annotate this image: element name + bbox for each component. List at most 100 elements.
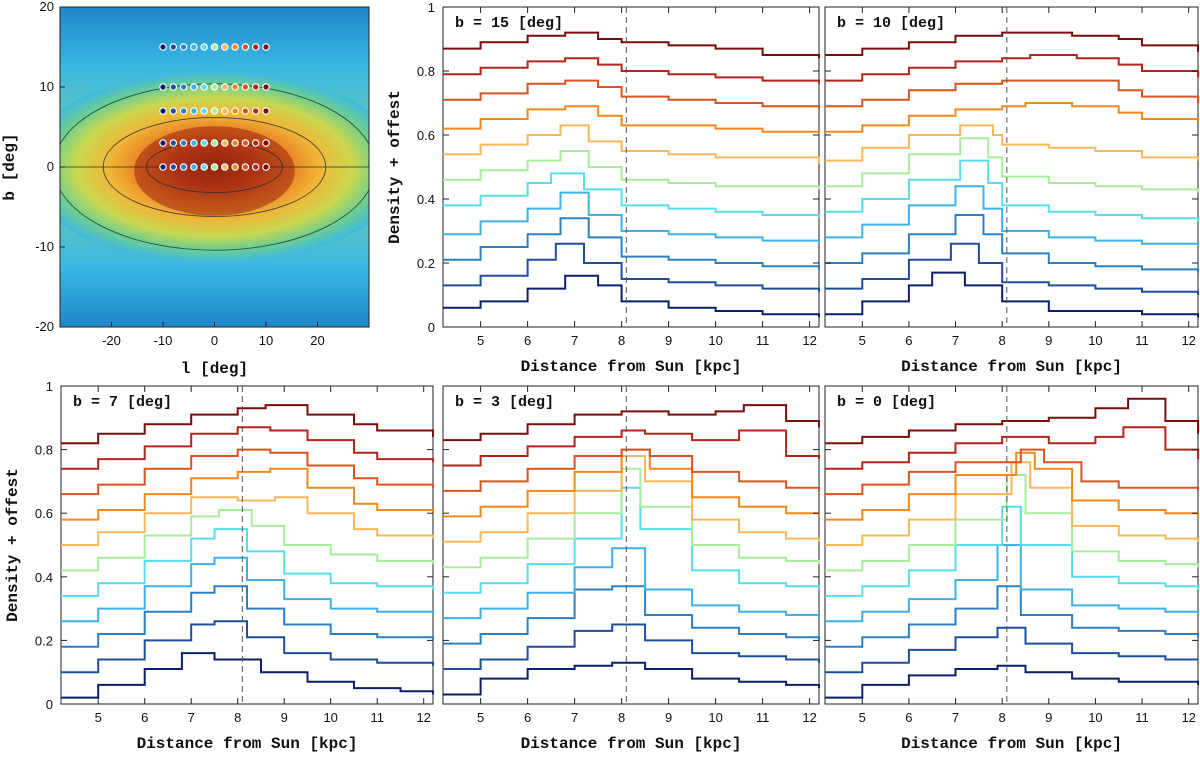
xtick-label: 8 xyxy=(234,710,241,725)
xtick-label: 7 xyxy=(188,710,195,725)
xtick-label: 5 xyxy=(859,333,866,348)
series-line xyxy=(443,623,820,670)
xtick-label: 8 xyxy=(618,710,625,725)
ytick-label: 0 xyxy=(428,320,435,335)
series-line xyxy=(825,271,1199,318)
map-ytick-label: 20 xyxy=(40,0,54,14)
ytick-label: 0.4 xyxy=(417,192,435,207)
ytick-label: 0.8 xyxy=(417,64,435,79)
series-line xyxy=(825,397,1199,445)
series-line xyxy=(443,79,820,110)
xtick-label: 5 xyxy=(477,710,484,725)
xtick-label: 8 xyxy=(999,333,1006,348)
sample-point xyxy=(169,43,178,51)
xtick-label: 6 xyxy=(905,333,912,348)
panel-2: b = 10 [deg] 5 6 7 8 9 10 11 12 Distance from Sun… xyxy=(824,6,1199,376)
map-ytick-label: 10 xyxy=(40,79,54,94)
map-xtick-label: -20 xyxy=(102,333,121,348)
xtick-label: 6 xyxy=(524,333,531,348)
series-line xyxy=(825,124,1199,162)
series-line xyxy=(61,509,434,572)
sample-point xyxy=(262,163,270,171)
sample-point xyxy=(190,139,198,147)
sample-point xyxy=(231,43,239,51)
panel-frame xyxy=(824,6,1199,328)
series-line xyxy=(443,57,820,84)
sample-point xyxy=(210,107,219,115)
xtick-label: 10 xyxy=(323,710,337,725)
series-line xyxy=(61,467,434,521)
series-line xyxy=(443,217,820,270)
series-line xyxy=(825,214,1199,273)
xtick-label: 10 xyxy=(708,333,722,348)
sample-point xyxy=(221,139,229,147)
sample-point xyxy=(200,107,209,115)
xtick-label: 12 xyxy=(416,710,430,725)
xtick-label: 7 xyxy=(952,710,959,725)
series-line xyxy=(443,467,820,569)
sample-point xyxy=(262,83,270,91)
series-line xyxy=(825,137,1199,193)
sample-point xyxy=(221,43,229,51)
panel-frame xyxy=(442,385,820,705)
sample-point xyxy=(221,83,229,91)
series-line xyxy=(443,455,820,543)
sample-point xyxy=(179,83,188,91)
xtick-label: 7 xyxy=(571,710,578,725)
sample-point xyxy=(200,163,209,171)
xtick-label: 5 xyxy=(859,710,866,725)
sample-point xyxy=(200,43,209,51)
sample-point xyxy=(231,107,239,115)
series-line xyxy=(61,652,434,699)
xtick-label: 8 xyxy=(618,333,625,348)
xtick-label: 9 xyxy=(665,333,672,348)
series-line xyxy=(825,54,1199,82)
series-line xyxy=(825,426,1199,470)
sample-point xyxy=(251,43,260,51)
series-line xyxy=(61,528,434,597)
xtick-label: 7 xyxy=(571,333,578,348)
series-line xyxy=(825,474,1199,572)
xtick-label: 11 xyxy=(756,333,770,348)
ytick-label: 1 xyxy=(428,0,435,15)
panel-title: b = 10 [deg] xyxy=(837,15,945,32)
ytick-label: 0.8 xyxy=(35,443,53,458)
sample-point xyxy=(169,139,178,147)
series-line xyxy=(443,547,820,620)
sample-point xyxy=(241,139,250,147)
series-line xyxy=(443,172,820,219)
sample-point xyxy=(179,107,188,115)
sky-map-panel: -20 -10 0 10 20 -20 -10 0 10 20 l [deg] b [deg] xyxy=(1,0,370,378)
series-line xyxy=(825,664,1199,699)
sample-point xyxy=(169,163,178,171)
xtick-label: 8 xyxy=(999,710,1006,725)
map-y-axis-label: b [deg] xyxy=(1,133,19,200)
sample-point xyxy=(159,83,167,91)
series-line xyxy=(61,426,434,470)
series-line xyxy=(825,461,1199,546)
series-line xyxy=(443,429,820,467)
series-line xyxy=(443,274,820,318)
sample-point xyxy=(179,139,188,147)
series-line xyxy=(443,242,820,292)
series-line xyxy=(61,620,434,674)
sample-point xyxy=(241,43,250,51)
sample-point xyxy=(190,83,198,91)
xtick-label: 12 xyxy=(1181,333,1195,348)
x-axis-label: Distance from Sun [kpc] xyxy=(521,358,742,376)
series-line xyxy=(825,79,1199,108)
sample-point xyxy=(251,107,260,115)
sample-point xyxy=(210,139,219,147)
ytick-label: 0.6 xyxy=(417,128,435,143)
series-line xyxy=(443,448,820,492)
panel-title: b = 7 [deg] xyxy=(73,394,172,411)
xtick-label: 6 xyxy=(905,710,912,725)
sample-point xyxy=(262,43,270,51)
xtick-label: 11 xyxy=(1135,333,1149,348)
sample-point xyxy=(241,107,250,115)
sample-point xyxy=(251,139,260,147)
series-line xyxy=(825,159,1199,222)
xtick-label: 5 xyxy=(95,710,102,725)
map-ytick-label: 0 xyxy=(47,159,54,174)
